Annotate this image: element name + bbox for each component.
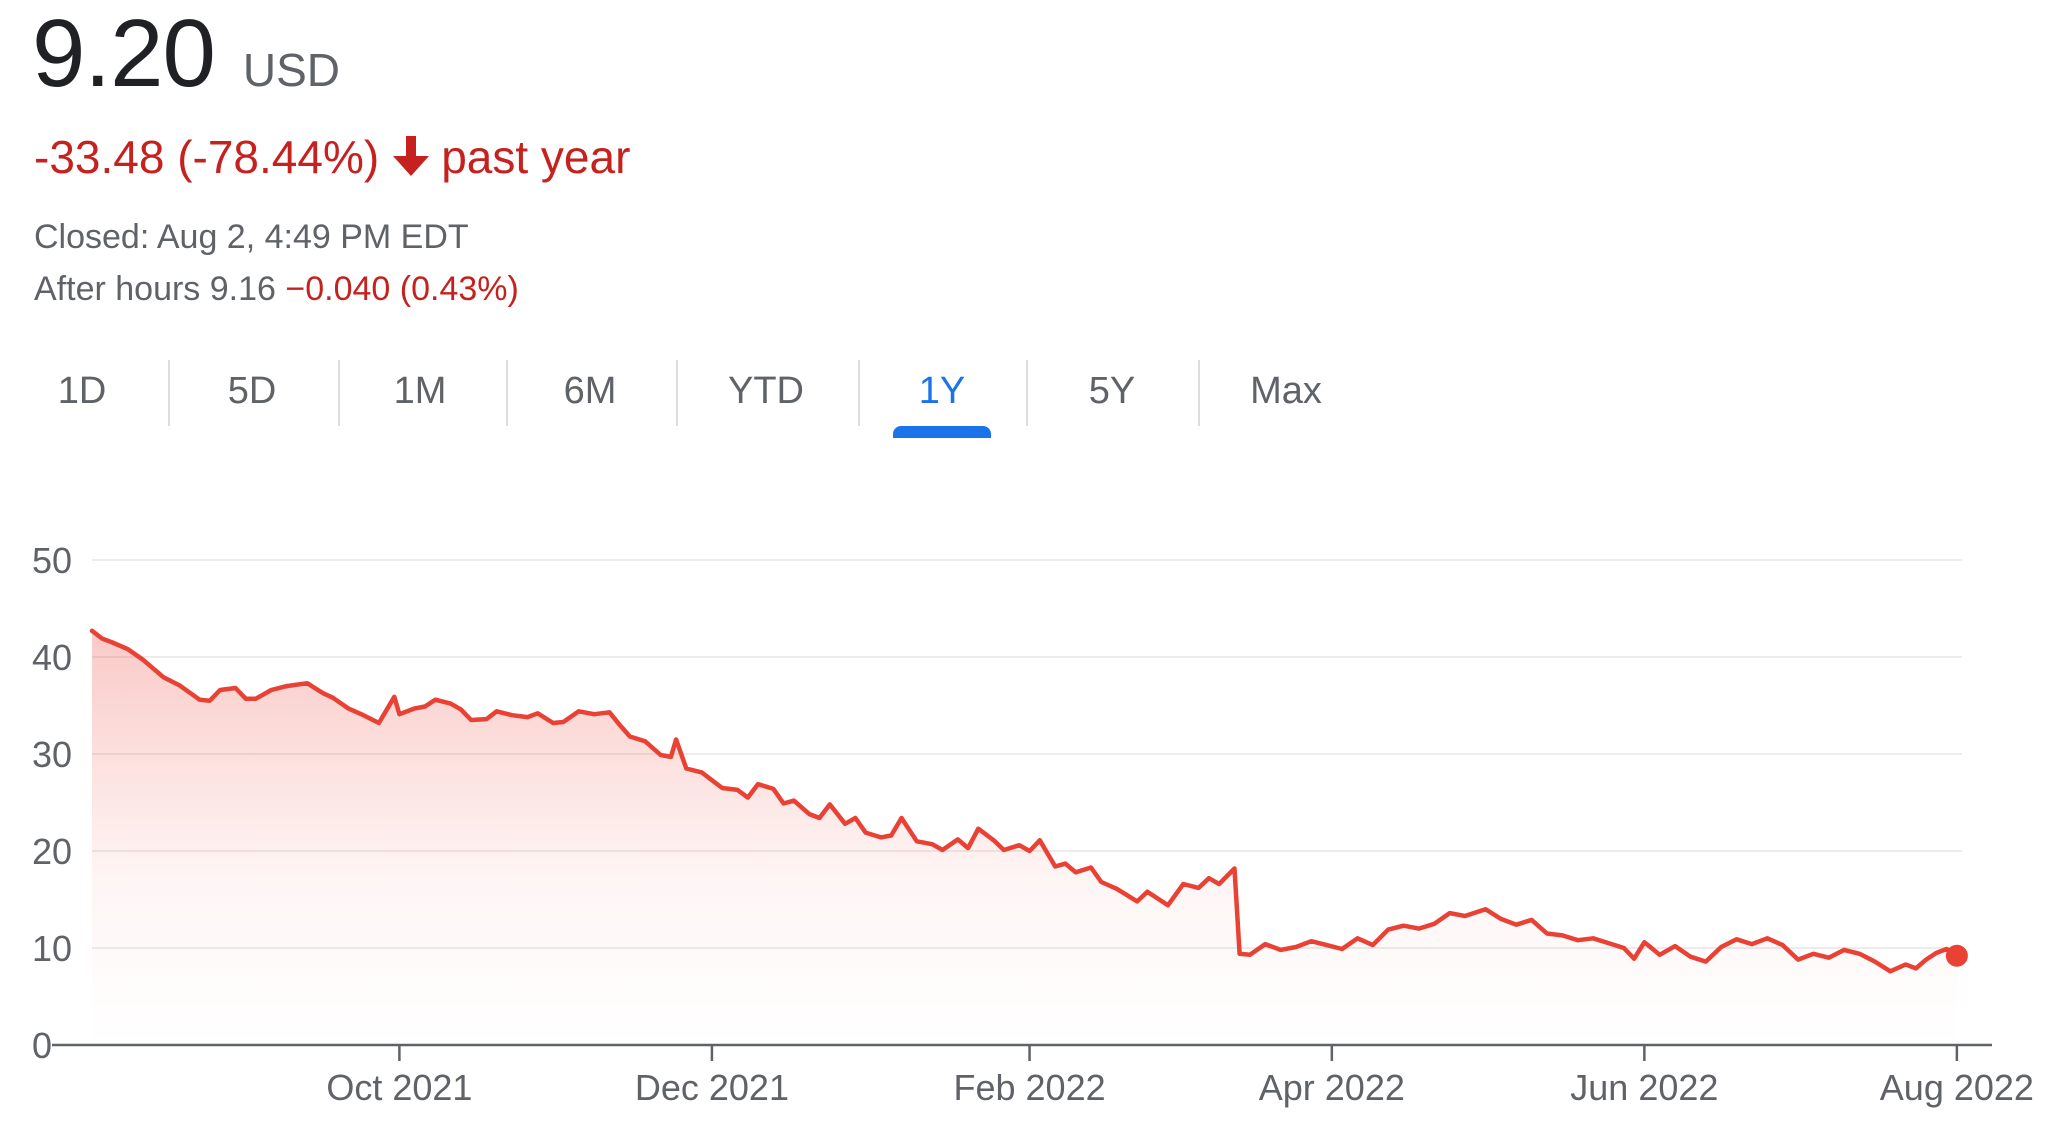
market-closed-status: Closed: Aug 2, 4:49 PM EDT <box>34 218 469 257</box>
tab-1m[interactable]: 1M <box>393 369 447 412</box>
tab-separator <box>1026 360 1028 426</box>
quote-header: 9.20 USD <box>32 6 340 106</box>
x-tick-label: Dec 2021 <box>635 1067 789 1108</box>
y-tick-label: 20 <box>32 831 72 872</box>
price-change: -33.48 (-78.44%) past year <box>34 130 630 184</box>
tab-6m[interactable]: 6M <box>563 369 617 412</box>
tab-5y[interactable]: 5Y <box>1088 369 1136 412</box>
y-tick-label: 0 <box>32 1025 52 1066</box>
after-hours-price: After hours 9.16 <box>34 270 276 308</box>
currency-label: USD <box>242 44 340 96</box>
tab-separator <box>1198 360 1200 426</box>
tab-max[interactable]: Max <box>1250 369 1322 412</box>
tab-separator <box>168 360 170 426</box>
arrow-down-icon <box>391 134 431 180</box>
range-tabs: 1D 5D 1M 6M YTD 1Y 5Y Max <box>0 356 1400 438</box>
y-tick-label: 30 <box>32 734 72 775</box>
tab-1y[interactable]: 1Y <box>918 369 966 412</box>
price-area-fill <box>92 630 1957 1045</box>
x-tick-label: Aug 2022 <box>1880 1067 2034 1108</box>
tab-separator <box>858 360 860 426</box>
last-price-marker <box>1945 944 1968 967</box>
after-hours-quote: After hours 9.16 −0.040 (0.43%) <box>34 270 519 309</box>
tab-1d[interactable]: 1D <box>57 369 107 412</box>
price-change-value: -33.48 (-78.44%) <box>34 131 380 183</box>
tab-separator <box>506 360 508 426</box>
y-tick-label: 40 <box>32 637 72 678</box>
tab-separator <box>676 360 678 426</box>
closed-time: Closed: Aug 2, 4:49 PM EDT <box>34 218 469 256</box>
y-tick-label: 10 <box>32 928 72 969</box>
after-hours-change: −0.040 (0.43%) <box>285 270 519 308</box>
price-line <box>89 628 1960 974</box>
tab-ytd[interactable]: YTD <box>728 369 804 412</box>
x-tick-label: Feb 2022 <box>953 1067 1105 1108</box>
y-tick-label: 50 <box>32 540 72 581</box>
price-change-period: past year <box>441 131 631 183</box>
tab-5d[interactable]: 5D <box>227 369 277 412</box>
x-tick-label: Apr 2022 <box>1259 1067 1405 1108</box>
tab-separator <box>338 360 340 426</box>
x-tick-label: Oct 2021 <box>326 1067 472 1108</box>
current-price: 9.20 <box>32 0 216 107</box>
x-tick-label: Jun 2022 <box>1570 1067 1718 1108</box>
active-tab-indicator <box>893 426 991 438</box>
